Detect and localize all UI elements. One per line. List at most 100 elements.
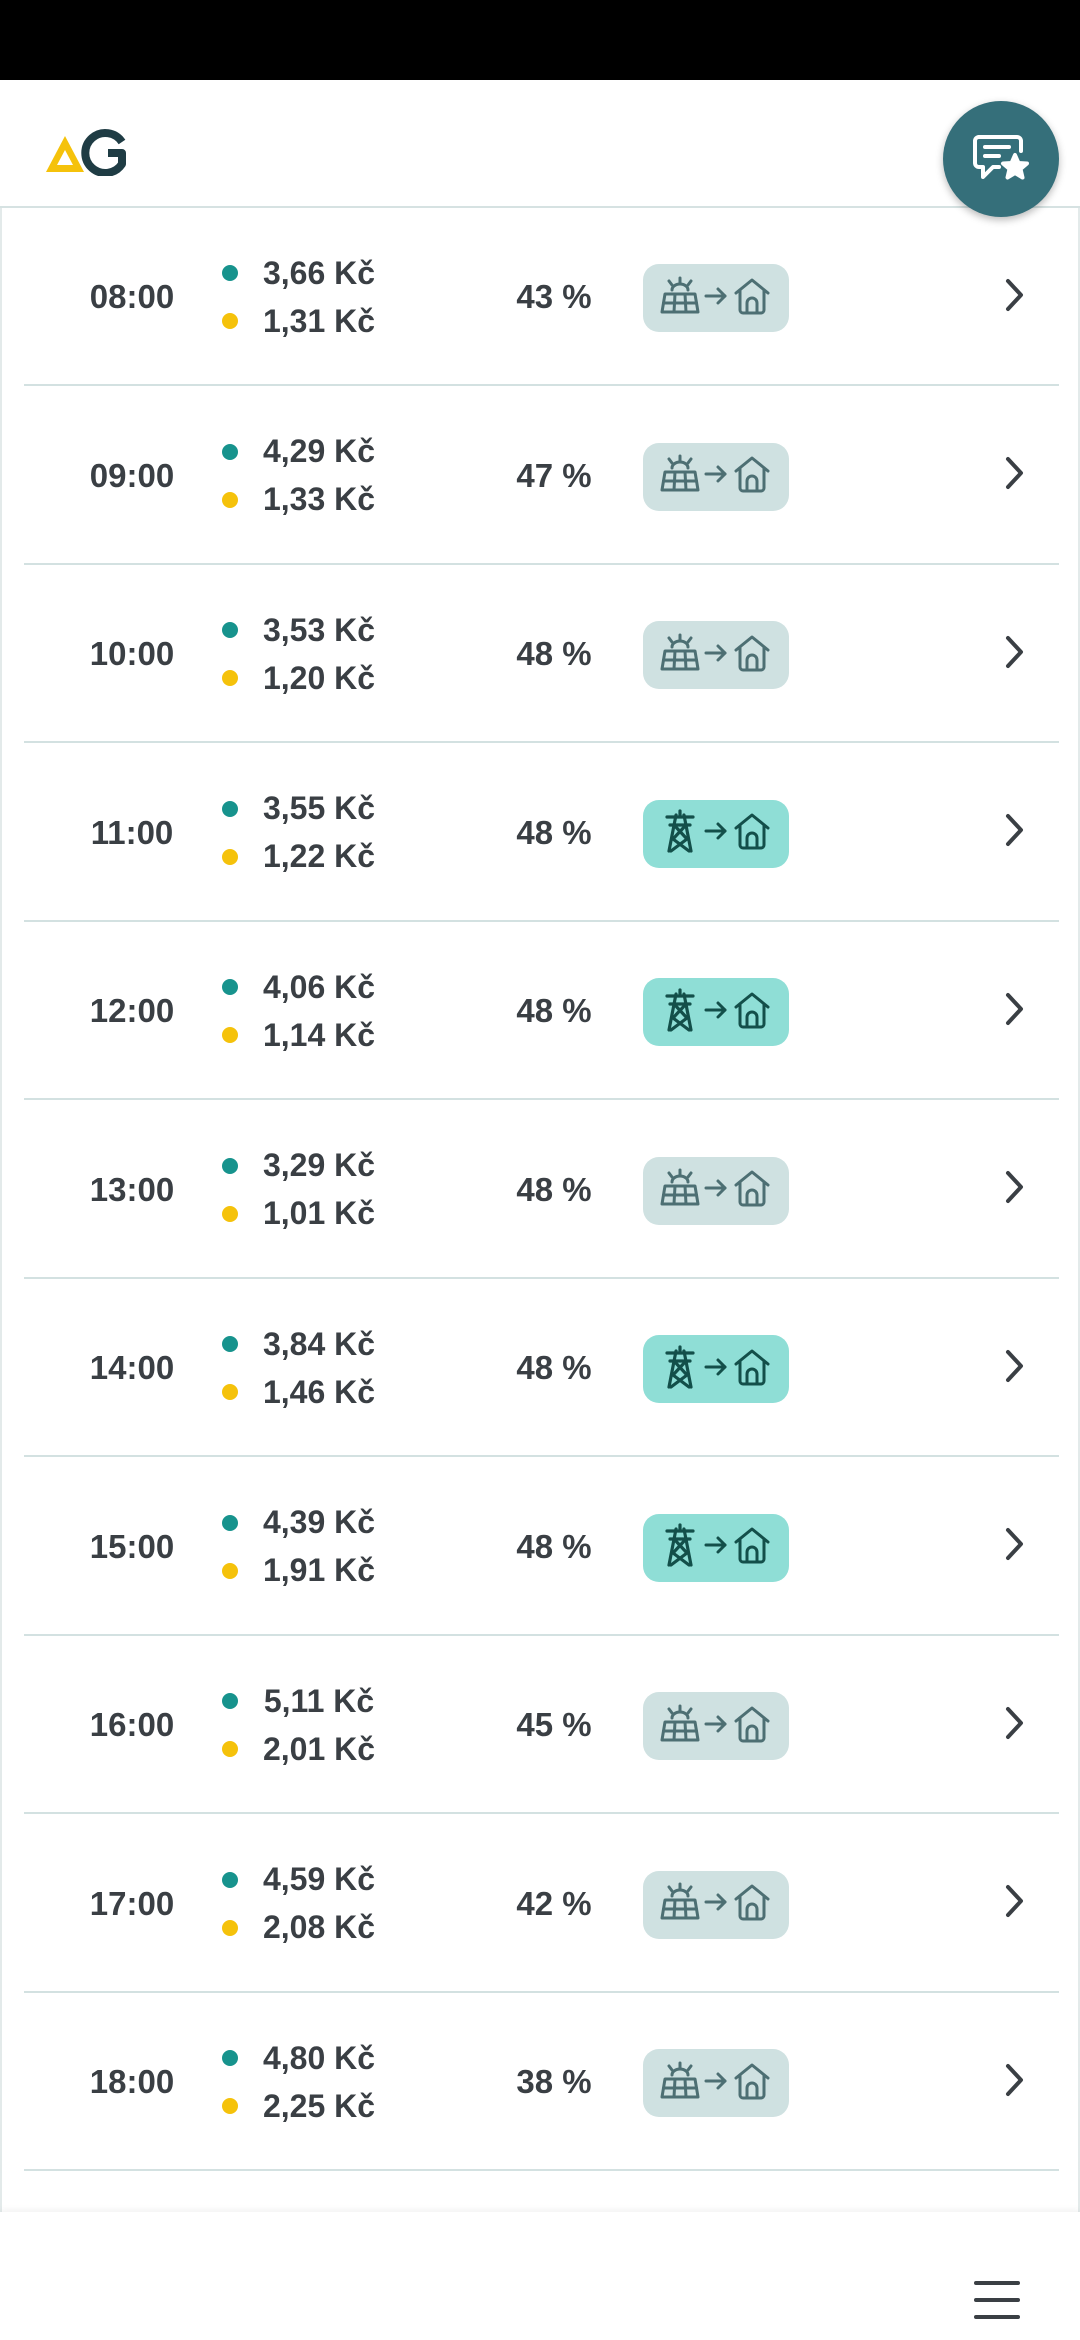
hour-label: 15:00 xyxy=(89,1527,175,1565)
row-open-button[interactable] xyxy=(984,1338,1044,1398)
price-yellow: 1,14 Kč xyxy=(262,1016,376,1053)
price-group: 4,29 Kč 1,33 Kč xyxy=(194,387,394,565)
list-item[interactable]: 14:00 3,84 Kč 1,46 Kč 48 % xyxy=(24,1279,1059,1457)
home-icon xyxy=(731,1347,773,1392)
price-group: 3,66 Kč 1,31 Kč xyxy=(194,208,394,386)
menu-button[interactable] xyxy=(962,2272,1032,2332)
teal-dot-icon xyxy=(222,622,238,638)
arrow-right-icon xyxy=(703,820,729,847)
solar-panel-icon xyxy=(659,276,701,321)
energy-source-badge xyxy=(643,799,789,868)
energy-source-badge xyxy=(643,978,789,1046)
chevron-right-icon xyxy=(1000,2062,1028,2103)
percent-value: 48 % xyxy=(516,1527,592,1565)
home-icon xyxy=(731,1704,773,1749)
list-item[interactable]: 10:00 3,53 Kč 1,20 Kč 48 % xyxy=(24,565,1059,743)
chevron-right-icon xyxy=(1000,455,1028,496)
energy-source-badge xyxy=(643,2049,789,2117)
list-item[interactable]: 12:00 4,06 Kč 1,14 Kč 48 % xyxy=(24,922,1059,1100)
row-open-button[interactable] xyxy=(984,1517,1044,1577)
price-line-yellow: 2,08 Kč xyxy=(194,1909,394,1946)
price-yellow: 1,22 Kč xyxy=(262,838,376,874)
price-teal: 4,59 Kč xyxy=(262,1861,376,1897)
row-open-button[interactable] xyxy=(984,981,1044,1041)
hour-label: 08:00 xyxy=(89,278,175,315)
row-open-button[interactable] xyxy=(984,803,1044,863)
teal-dot-icon xyxy=(222,1336,238,1352)
yellow-dot-icon xyxy=(222,1741,238,1757)
price-line-yellow: 1,91 Kč xyxy=(194,1552,394,1589)
price-line-yellow: 1,20 Kč xyxy=(194,660,394,696)
yellow-dot-icon xyxy=(222,670,238,686)
chevron-right-icon xyxy=(1000,634,1028,675)
row-open-button[interactable] xyxy=(984,267,1044,327)
price-group: 4,39 Kč 1,91 Kč xyxy=(194,1458,394,1636)
list-item[interactable]: 11:00 3,55 Kč 1,22 Kč 48 % xyxy=(24,744,1059,922)
percent-value: 47 % xyxy=(516,456,592,494)
price-group: 5,11 Kč 2,01 Kč xyxy=(194,1636,394,1814)
home-icon xyxy=(731,633,773,678)
price-teal: 3,29 Kč xyxy=(262,1147,376,1183)
price-line-yellow: 1,46 Kč xyxy=(194,1374,394,1410)
hour-label: 13:00 xyxy=(89,1170,175,1208)
list-item[interactable]: 13:00 3,29 Kč 1,01 Kč 48 % xyxy=(24,1101,1059,1279)
teal-dot-icon xyxy=(222,1871,238,1888)
price-yellow: 2,08 Kč xyxy=(262,1909,376,1945)
hourly-price-list: 08:00 3,66 Kč 1,31 Kč 43 % xyxy=(0,208,1080,2212)
price-group: 3,29 Kč 1,01 Kč xyxy=(194,1101,394,1279)
list-item[interactable]: 08:00 3,66 Kč 1,31 Kč 43 % xyxy=(24,208,1059,386)
yellow-dot-icon xyxy=(222,848,238,865)
app-logo[interactable] xyxy=(44,120,130,177)
list-item[interactable]: 15:00 4,39 Kč 1,91 Kč 48 % xyxy=(24,1458,1059,1636)
arrow-right-icon xyxy=(703,1891,729,1918)
row-open-button[interactable] xyxy=(984,2052,1044,2112)
feedback-star-icon xyxy=(969,125,1033,194)
price-yellow: 1,46 Kč xyxy=(262,1373,376,1410)
home-icon xyxy=(731,1882,773,1927)
hour-label: 16:00 xyxy=(89,1706,175,1743)
energy-source-badge xyxy=(643,1156,789,1225)
arrow-right-icon xyxy=(703,1713,729,1740)
price-line-teal: 3,29 Kč xyxy=(194,1147,394,1184)
price-group: 3,53 Kč 1,20 Kč xyxy=(194,565,394,743)
chevron-right-icon xyxy=(1000,1348,1028,1389)
teal-dot-icon xyxy=(222,2050,238,2066)
row-open-button[interactable] xyxy=(984,446,1044,506)
feedback-button[interactable] xyxy=(943,101,1059,217)
solar-panel-icon xyxy=(659,2061,701,2106)
hamburger-menu-icon xyxy=(972,2279,1022,2326)
price-teal: 3,66 Kč xyxy=(262,254,376,291)
chevron-right-icon xyxy=(1000,1883,1028,1924)
solar-panel-icon xyxy=(659,633,701,678)
row-open-button[interactable] xyxy=(984,1695,1044,1755)
row-open-button[interactable] xyxy=(984,624,1044,684)
energy-source-badge xyxy=(643,442,789,511)
list-item[interactable]: 17:00 4,59 Kč 2,08 Kč 42 % xyxy=(24,1815,1059,1993)
energy-source-badge xyxy=(643,1513,789,1582)
hour-label: 11:00 xyxy=(90,813,174,851)
energy-source-badge xyxy=(643,1692,789,1760)
yellow-dot-icon xyxy=(222,1562,238,1579)
price-yellow: 1,01 Kč xyxy=(262,1195,376,1231)
row-open-button[interactable] xyxy=(984,1160,1044,1220)
percent-value: 42 % xyxy=(516,1884,592,1922)
arrow-right-icon xyxy=(703,1534,729,1561)
percent-value: 48 % xyxy=(516,992,592,1029)
power-pylon-icon xyxy=(659,809,701,858)
list-item[interactable]: 16:00 5,11 Kč 2,01 Kč 45 % xyxy=(24,1636,1059,1814)
solar-panel-icon xyxy=(659,1882,701,1927)
price-group: 4,59 Kč 2,08 Kč xyxy=(194,1815,394,1993)
energy-source-badge xyxy=(643,1335,789,1403)
list-item[interactable]: 09:00 4,29 Kč 1,33 Kč 47 % xyxy=(24,387,1059,565)
power-pylon-icon xyxy=(659,987,701,1037)
energy-source-badge xyxy=(643,1870,789,1939)
price-teal: 3,53 Kč xyxy=(262,611,376,648)
chevron-right-icon xyxy=(1000,991,1028,1032)
teal-dot-icon xyxy=(222,1157,238,1174)
price-line-teal: 3,53 Kč xyxy=(194,612,394,648)
home-icon xyxy=(731,1525,773,1570)
price-group: 4,80 Kč 2,25 Kč xyxy=(194,1993,394,2171)
row-open-button[interactable] xyxy=(984,1874,1044,1934)
list-item[interactable]: 18:00 4,80 Kč 2,25 Kč 38 % xyxy=(24,1993,1059,2171)
power-pylon-icon xyxy=(659,1523,701,1572)
